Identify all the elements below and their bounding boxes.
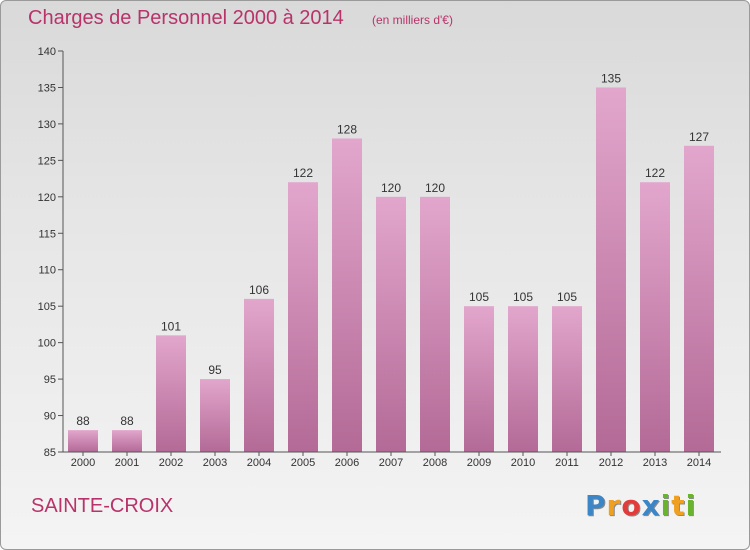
x-tick-label-2014: 2014 (687, 457, 711, 469)
bar-2014 (684, 145, 714, 453)
x-tick-label-2006: 2006 (335, 457, 359, 469)
logo-letter: P (585, 489, 607, 522)
y-tick-label-115: 115 (38, 228, 56, 240)
y-tick-label-85: 85 (44, 447, 56, 459)
proxiti-logo: Proxiti (585, 489, 696, 522)
logo-letter: x (641, 489, 661, 522)
y-tick-label-125: 125 (38, 155, 56, 167)
x-tick-label-2000: 2000 (71, 457, 95, 469)
logo-letter: i (660, 489, 672, 522)
y-tick-label-120: 120 (38, 192, 56, 204)
y-tick-label-105: 105 (38, 301, 56, 313)
bar-2003 (200, 379, 230, 452)
x-tick-label-2005: 2005 (291, 457, 315, 469)
x-tick-label-2002: 2002 (159, 457, 183, 469)
bar-2012 (596, 87, 626, 453)
value-label-2007: 120 (381, 181, 401, 195)
logo-letter: o (621, 489, 642, 522)
bar-2013 (640, 182, 670, 452)
value-label-2006: 128 (337, 122, 357, 136)
bar-2008 (420, 196, 450, 452)
x-tick-label-2007: 2007 (379, 457, 403, 469)
logo-letter: r (606, 489, 622, 522)
y-tick-label-130: 130 (38, 119, 56, 131)
value-label-2012: 135 (601, 71, 621, 85)
y-tick-label-140: 140 (38, 46, 56, 58)
bar-2011 (552, 306, 582, 452)
value-label-2000: 88 (76, 414, 90, 428)
logo-letter: t (671, 489, 686, 522)
bar-2004 (244, 298, 274, 452)
value-label-2001: 88 (120, 414, 134, 428)
bar-2007 (376, 196, 406, 452)
bar-2000 (68, 430, 98, 452)
value-label-2008: 120 (425, 181, 445, 195)
x-tick-label-2008: 2008 (423, 457, 447, 469)
x-tick-label-2011: 2011 (555, 457, 579, 469)
bar-2006 (332, 138, 362, 452)
value-label-2005: 122 (293, 166, 313, 180)
bar-2010 (508, 306, 538, 452)
logo-letter: i (685, 489, 697, 522)
x-tick-label-2009: 2009 (467, 457, 491, 469)
y-tick-label-110: 110 (38, 265, 56, 277)
axes-group: 2000 2001 2002 2003 2004 2005 2006 2007 2008 2009… (38, 46, 721, 469)
x-tick-label-2001: 2001 (115, 457, 139, 469)
value-label-2010: 105 (513, 290, 533, 304)
value-label-2013: 122 (645, 166, 665, 180)
y-tick-label-90: 90 (44, 411, 56, 423)
y-tick-label-100: 100 (38, 338, 56, 350)
bar-2002 (156, 335, 186, 452)
bar-2009 (464, 306, 494, 452)
x-tick-label-2013: 2013 (643, 457, 667, 469)
value-label-2009: 105 (469, 290, 489, 304)
bars-group: 88 88 101 95 106 122 128 120 120 105 105 105 135 122 1… (68, 71, 714, 453)
commune-name: SAINTE-CROIX (31, 495, 174, 517)
value-label-2003: 95 (208, 363, 222, 377)
bar-2001 (112, 430, 142, 452)
chart-subtitle: (en milliers d'€) (372, 13, 453, 27)
value-label-2004: 106 (249, 283, 269, 297)
chart-title: Charges de Personnel 2000 à 2014 (28, 7, 344, 29)
bar-2005 (288, 182, 318, 452)
value-label-2011: 105 (557, 290, 577, 304)
y-tick-label-95: 95 (44, 374, 56, 386)
value-label-2014: 127 (689, 130, 709, 144)
x-tick-label-2004: 2004 (247, 457, 271, 469)
x-tick-label-2012: 2012 (599, 457, 623, 469)
y-tick-label-135: 135 (38, 82, 56, 94)
x-tick-label-2003: 2003 (203, 457, 227, 469)
value-label-2002: 101 (161, 319, 181, 333)
x-tick-label-2010: 2010 (511, 457, 535, 469)
